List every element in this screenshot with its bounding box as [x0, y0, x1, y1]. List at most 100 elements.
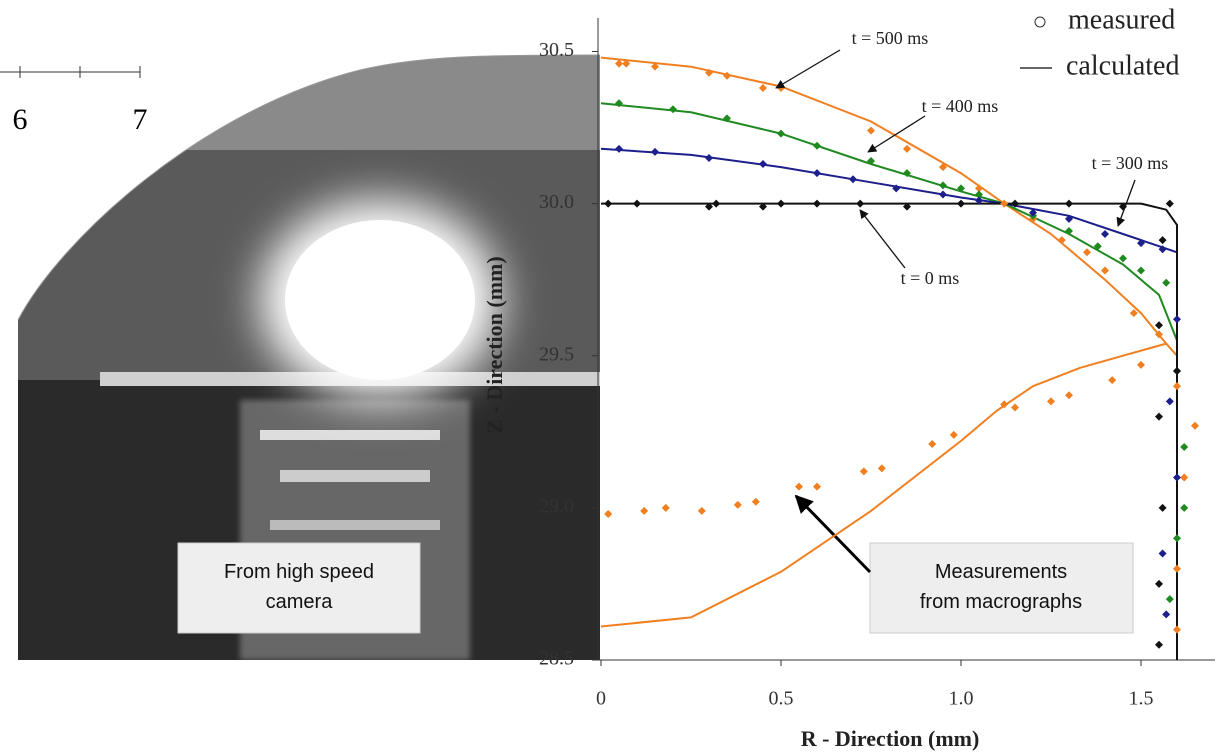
measured-point [1165, 595, 1174, 604]
image-streak [260, 430, 440, 440]
measured-point [1173, 315, 1181, 324]
image-core [285, 220, 475, 380]
measured-point [813, 482, 821, 491]
series-annotation: t = 400 ms [922, 96, 999, 116]
measured-point [1047, 397, 1055, 406]
measured-point [939, 181, 947, 190]
measured-point [892, 184, 901, 193]
measured-point [903, 144, 911, 153]
image-streak [280, 470, 430, 482]
x-axis-label: R - Direction (mm) [801, 726, 980, 751]
measured-point [1137, 360, 1145, 369]
measured-point [928, 439, 937, 448]
measured-point [1180, 503, 1189, 512]
measured-point [651, 62, 659, 71]
measured-point [1158, 503, 1167, 512]
measured-point [1065, 214, 1073, 223]
measured-point [604, 199, 613, 208]
measured-point [1158, 549, 1167, 558]
measured-point [1173, 625, 1181, 634]
x-tick-label: 1.0 [949, 688, 974, 710]
series-annotation: t = 500 ms [852, 28, 929, 48]
camera-image: 6 7 [0, 54, 601, 660]
measured-point [1093, 242, 1102, 251]
measured-point [975, 184, 983, 193]
measured-point [705, 153, 713, 162]
x-tick-label: 0 [596, 688, 606, 710]
measured-point [1101, 230, 1109, 239]
measured-point [633, 199, 641, 208]
measured-point [1119, 254, 1127, 263]
measured-point [1065, 226, 1073, 235]
measured-point [877, 464, 886, 473]
y-axis-label: Z - Direction (mm) [482, 256, 507, 433]
legend-label: calculated [1066, 50, 1179, 81]
measured-point [1155, 640, 1163, 649]
measured-point [957, 184, 965, 193]
measured-point [1180, 473, 1189, 482]
measured-point [813, 199, 821, 208]
measured-point [1137, 266, 1145, 275]
measured-point [957, 199, 965, 208]
measured-point [712, 199, 721, 208]
measured-point [939, 163, 947, 172]
callout-text: From high speed camera [224, 561, 374, 613]
x-tick-label: 0.5 [769, 688, 794, 710]
annotation-arrow [867, 115, 926, 153]
measured-point [615, 99, 623, 108]
measured-point [1029, 208, 1037, 217]
measured-point [1165, 397, 1174, 406]
y-tick-label: 29.0 [539, 495, 574, 517]
measured-point [1180, 443, 1189, 452]
measured-point [733, 500, 742, 509]
measured-point [1158, 236, 1167, 245]
measured-point [759, 202, 767, 211]
annotation-arrow [775, 49, 841, 89]
measured-point [615, 144, 623, 153]
measured-point [1191, 421, 1199, 430]
x-tick-label: 1.5 [1129, 688, 1154, 710]
measured-point [705, 202, 713, 211]
measured-point [903, 202, 911, 211]
measured-point [1162, 278, 1171, 287]
measured-point [705, 68, 713, 77]
measured-point [661, 503, 670, 512]
measured-point [867, 157, 875, 166]
measured-point [1137, 239, 1145, 248]
measured-point [1155, 330, 1163, 339]
measured-point [1173, 382, 1181, 391]
measured-point [949, 430, 958, 439]
measured-point [640, 506, 649, 515]
measured-point [1083, 248, 1091, 257]
measured-point [859, 467, 868, 476]
legend-marker [1034, 16, 1046, 28]
measured-point [1129, 309, 1138, 318]
measured-point [777, 199, 785, 208]
callout-arrow [794, 494, 872, 574]
measured-point [1108, 376, 1117, 385]
image-streak [270, 520, 440, 530]
measured-point [723, 71, 731, 80]
measured-point [759, 160, 767, 169]
measured-point [1165, 199, 1174, 208]
measured-point [723, 114, 731, 123]
measured-point [1173, 366, 1181, 375]
measured-point [1173, 564, 1181, 573]
measured-point [1065, 199, 1073, 208]
y-tick-label: 29.5 [539, 343, 574, 365]
measured-point [903, 169, 911, 178]
measured-point [1011, 403, 1019, 412]
measured-point [1173, 473, 1181, 482]
measured-point [1158, 245, 1167, 254]
measured-point [975, 196, 983, 205]
measured-point [1155, 412, 1163, 421]
measured-point [615, 59, 623, 68]
measured-point [1173, 534, 1181, 543]
measured-point [651, 147, 659, 156]
measured-point [813, 169, 821, 178]
series-annotation: t = 300 ms [1092, 153, 1169, 173]
calculated-line [600, 56, 1178, 660]
measured-point [759, 83, 767, 92]
measured-point [697, 506, 706, 515]
measured-point [1011, 199, 1019, 208]
